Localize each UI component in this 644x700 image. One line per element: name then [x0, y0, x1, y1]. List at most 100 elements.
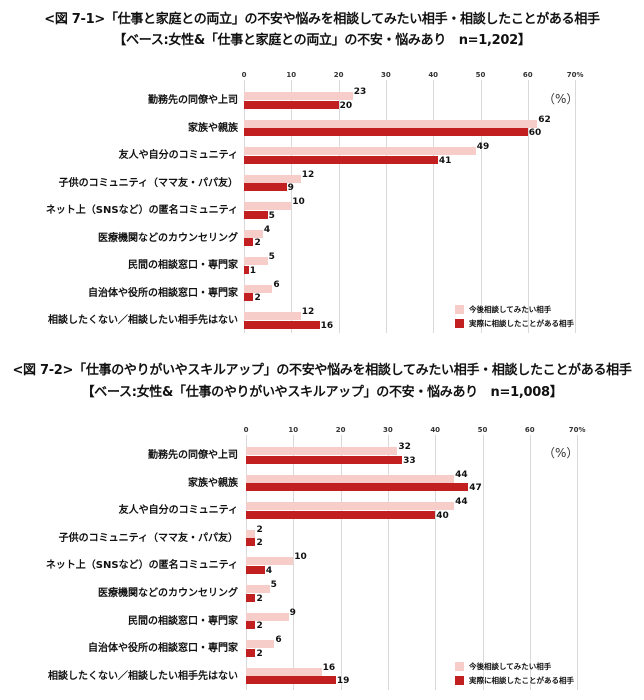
- data-label: 9: [287, 183, 294, 193]
- axis-tick-label: 70%: [568, 426, 586, 434]
- bar-want-to-consult: [244, 257, 268, 265]
- bar-actually-consulted: [246, 621, 256, 630]
- bar-want-to-consult: [246, 447, 398, 455]
- legend-swatch: [455, 661, 464, 671]
- category-label: 子供のコミュニティ（ママ友・パパ友）: [58, 177, 238, 189]
- axis-tick-label: 40: [428, 71, 439, 79]
- bar-actually-consulted: [244, 210, 268, 219]
- unit-label: （%）: [543, 446, 579, 460]
- chart2-title: <図 7-2>「仕事のやりがいやスキルアップ」の不安や悩みを相談してみたい相手・…: [12, 363, 632, 378]
- legend-label: 実際に相談したことがある相手: [469, 318, 574, 328]
- bar-want-to-consult: [244, 312, 301, 320]
- data-label: 49: [476, 142, 490, 152]
- bar-actually-consulted: [244, 320, 320, 329]
- axis-tick-label: 30: [383, 426, 393, 434]
- legend-swatch: [455, 318, 464, 328]
- gridline: [435, 435, 437, 690]
- category-label: 友人や自分のコミュニティ: [118, 150, 238, 161]
- data-label: 1: [249, 265, 256, 276]
- legend-label: 今後相談してみたい相手: [469, 304, 552, 314]
- gridline: [340, 435, 342, 690]
- data-label: 9: [289, 607, 296, 618]
- data-label: 4: [265, 565, 273, 576]
- chart1-subtitle: 【ベース:女性&「仕事と家庭との両立」の不安・悩みあり n=1,202】: [113, 33, 531, 48]
- chart1-title: <図 7-1>「仕事と家庭との両立」の不安や悩みを相談してみたい相手・相談したこ…: [44, 12, 600, 27]
- data-label: 16: [320, 320, 334, 331]
- category-label: 家族や親族: [188, 122, 238, 134]
- category-label: ネット上（SNSなど）の匿名コミュニティ: [45, 205, 238, 216]
- legend: 今後相談してみたい相手実際に相談したことがある相手: [455, 659, 574, 687]
- bar-want-to-consult: [246, 557, 294, 566]
- bar-want-to-consult: [246, 667, 322, 676]
- data-label: 2: [256, 524, 263, 535]
- gridline: [527, 80, 529, 333]
- bar-actually-consulted: [244, 128, 528, 136]
- data-label: 5: [270, 580, 277, 590]
- axis-tick-label: 10: [286, 71, 297, 79]
- bar-actually-consulted: [246, 510, 436, 519]
- gridline: [293, 435, 295, 690]
- data-label: 19: [336, 676, 350, 687]
- bar-actually-consulted: [244, 238, 254, 246]
- data-label: 40: [436, 510, 449, 521]
- category-label: 自治体や役所の相談窓口・専門家: [88, 643, 238, 655]
- gridline: [291, 80, 293, 333]
- category-label: 相談したくない／相談したい相手先はない: [48, 670, 238, 682]
- bar-actually-consulted: [246, 565, 265, 574]
- data-label: 5: [268, 210, 275, 221]
- bar-actually-consulted: [244, 183, 287, 191]
- bar-actually-consulted: [244, 100, 339, 109]
- data-label: 2: [256, 648, 263, 659]
- bar-want-to-consult: [244, 174, 301, 183]
- gridline: [433, 80, 435, 333]
- data-label: 10: [294, 552, 307, 563]
- bar-want-to-consult: [246, 529, 256, 538]
- legend-swatch: [455, 675, 464, 685]
- data-label: 4: [263, 224, 271, 235]
- gridline: [575, 80, 577, 333]
- category-label: ネット上（SNSなど）の匿名コミュニティ: [45, 560, 238, 572]
- axis-tick-label: 60: [524, 426, 535, 434]
- data-label: 12: [301, 169, 315, 180]
- legend-item: 実際に相談したことがある相手: [455, 316, 574, 330]
- bar-want-to-consult: [246, 612, 289, 621]
- axis-tick-label: 0: [241, 71, 247, 79]
- bar-actually-consulted: [246, 593, 256, 602]
- legend: 今後相談してみたい相手実際に相談したことがある相手: [455, 302, 574, 330]
- data-label: 44: [455, 469, 468, 480]
- gridline: [482, 435, 484, 690]
- category-label: 民間の相談窓口・専門家: [128, 615, 238, 627]
- data-label: 44: [455, 497, 468, 508]
- gridline: [480, 80, 482, 333]
- category-label: 子供のコミュニティ（ママ友・パパ友）: [58, 532, 238, 544]
- axis-tick-label: 60: [522, 71, 533, 79]
- data-label: 47: [469, 483, 482, 494]
- data-label: 2: [254, 293, 261, 303]
- data-label: 2: [256, 538, 263, 549]
- category-label: 勤務先の同僚や上司: [148, 95, 238, 106]
- data-label: 33: [403, 455, 416, 466]
- bar-want-to-consult: [244, 202, 292, 210]
- bar-actually-consulted: [244, 155, 438, 164]
- data-label: 2: [256, 593, 263, 604]
- data-label: 41: [438, 155, 452, 166]
- category-label: 医療機関などのカウンセリング: [98, 588, 238, 599]
- legend-item: 今後相談してみたい相手: [455, 659, 574, 673]
- category-label: 医療機関などのカウンセリング: [98, 232, 238, 244]
- axis-tick-label: 30: [381, 71, 391, 79]
- bar-want-to-consult: [244, 147, 476, 155]
- legend-item: 実際に相談したことがある相手: [455, 673, 574, 687]
- data-label: 12: [301, 307, 315, 317]
- legend-label: 実際に相談したことがある相手: [469, 675, 574, 685]
- bar-actually-consulted: [244, 265, 249, 274]
- bar-want-to-consult: [246, 585, 270, 593]
- axis-tick-label: 20: [335, 426, 346, 434]
- legend-label: 今後相談してみたい相手: [469, 661, 552, 671]
- data-label: 62: [538, 114, 551, 125]
- bar-want-to-consult: [246, 502, 455, 511]
- category-label: 勤務先の同僚や上司: [148, 450, 238, 461]
- bar-want-to-consult: [246, 640, 275, 649]
- category-label: 友人や自分のコミュニティ: [118, 505, 238, 517]
- data-label: 2: [256, 621, 263, 632]
- data-label: 6: [275, 635, 282, 646]
